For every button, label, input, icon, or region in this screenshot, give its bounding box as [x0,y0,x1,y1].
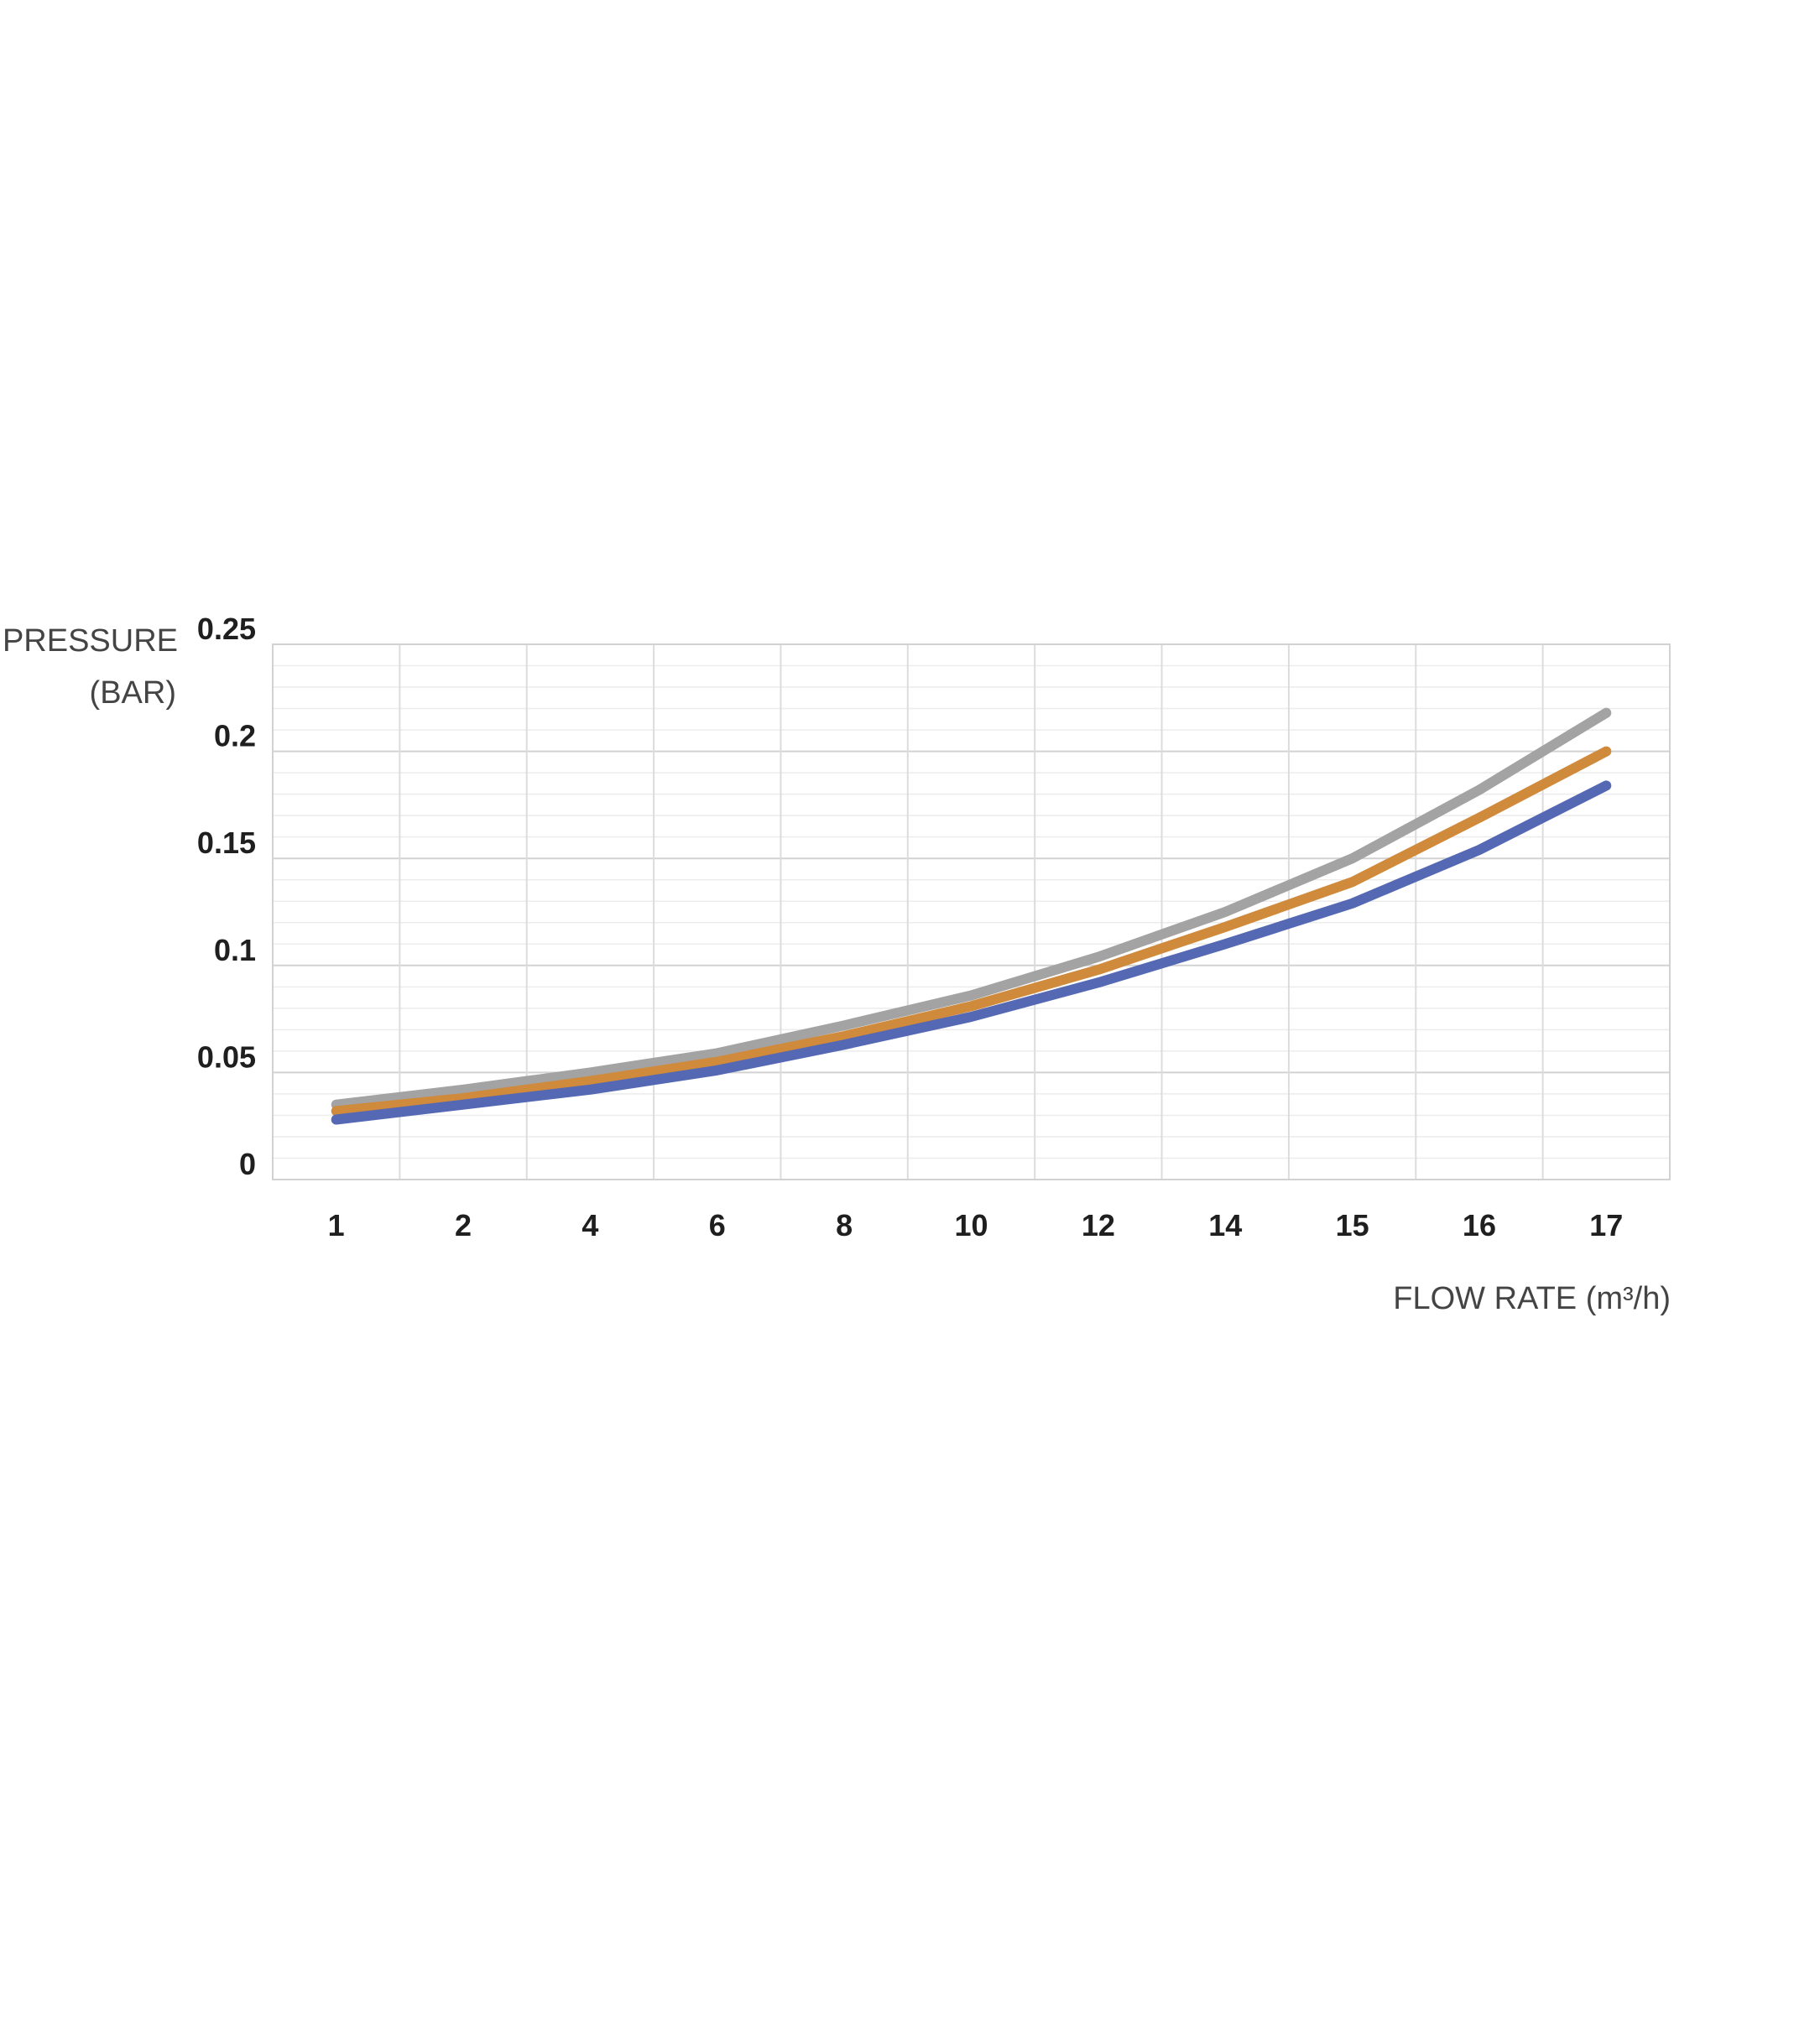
x-axis-ticks: 1 2 4 6 8 10 12 14 15 16 17 [328,1208,1624,1242]
series-lines [331,707,1612,1125]
x-tick-label: 10 [954,1208,988,1242]
y-tick-label: 0.2 [214,719,256,753]
y-tick-label: 0.15 [197,826,256,860]
y-tick-label: 0.05 [197,1039,256,1074]
x-tick-label: 12 [1082,1208,1115,1242]
y-axis-ticks: 0 0.05 0.1 0.15 0.2 0.25 [197,612,256,1181]
x-tick-label: 8 [836,1208,853,1242]
y-axis-label-line-2: (BAR) [90,675,176,711]
x-tick-label: 6 [709,1208,726,1242]
x-tick-label: 15 [1336,1208,1369,1242]
x-axis-label: FLOW RATE (m³/h) [1393,1281,1671,1316]
x-tick-label: 14 [1208,1208,1242,1242]
y-tick-label: 0.25 [197,612,256,646]
y-tick-label: 0.1 [214,933,256,967]
y-tick-label: 0 [239,1147,256,1181]
x-tick-label: 16 [1463,1208,1496,1242]
y-axis-label-line-1: PRESSURE [3,623,178,659]
series-line-3 [331,780,1612,1125]
series-line-1 [331,707,1612,1110]
plot-area-border [272,643,1671,1180]
x-tick-label: 4 [581,1208,598,1242]
x-tick-label: 2 [455,1208,472,1242]
x-tick-label: 1 [328,1208,345,1242]
x-tick-label: 17 [1589,1208,1623,1242]
series-line-2 [331,746,1612,1117]
